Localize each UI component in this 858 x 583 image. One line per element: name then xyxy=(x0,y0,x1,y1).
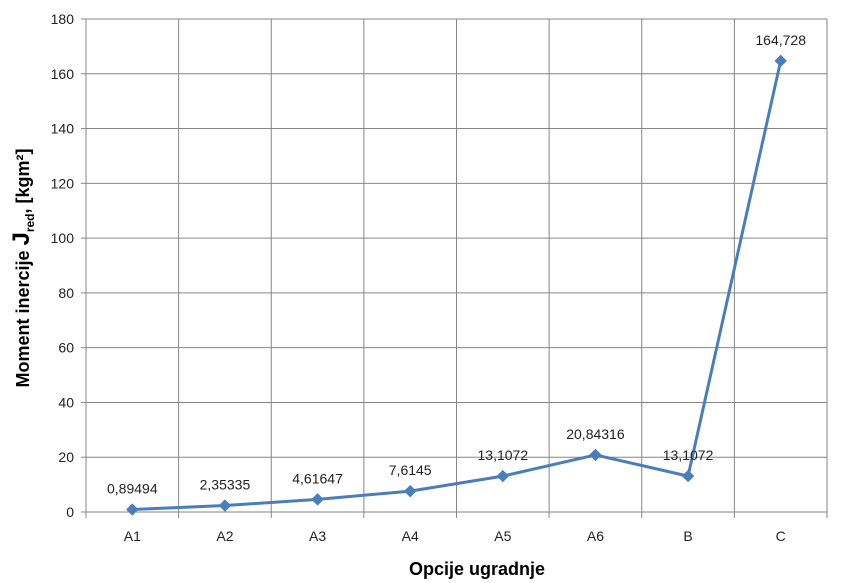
y-axis-title-prefix: Moment inercije xyxy=(13,246,33,388)
x-axis-ticks: A1 A2 A3 A4 A5 A6 B C xyxy=(124,528,786,544)
data-point-marker xyxy=(681,469,695,483)
x-tick-label: A6 xyxy=(587,528,604,544)
series-line xyxy=(132,60,783,512)
y-tick-label: 60 xyxy=(58,340,74,356)
y-tick-label: 140 xyxy=(51,121,75,137)
y-axis-title-symbol: J xyxy=(8,232,35,245)
y-tick-label: 80 xyxy=(58,285,74,301)
x-tick-label: A3 xyxy=(309,528,326,544)
data-point-marker xyxy=(218,499,232,512)
x-tick-label: C xyxy=(776,528,786,544)
y-tick-label: 0 xyxy=(66,504,74,520)
data-point-marker xyxy=(403,484,417,498)
data-point-marker xyxy=(496,469,510,483)
y-tick-label: 20 xyxy=(58,449,74,465)
y-axis-title-suffix: , [kgm²] xyxy=(13,148,33,213)
data-label: 7,6145 xyxy=(389,462,432,478)
y-tick-label: 120 xyxy=(51,175,75,191)
x-tick-label: B xyxy=(683,528,692,544)
data-label: 164,728 xyxy=(755,32,806,48)
grid-lines xyxy=(81,18,828,518)
data-label: 13,1072 xyxy=(478,447,529,463)
x-tick-label: A1 xyxy=(124,528,141,544)
data-labels: 0,89494 2,35335 4,61647 7,6145 13,1072 20,843… xyxy=(107,32,806,497)
x-tick-label: A2 xyxy=(216,528,233,544)
data-label: 2,35335 xyxy=(200,477,251,493)
data-point-marker xyxy=(774,54,787,68)
x-tick-label: A4 xyxy=(402,528,419,544)
data-label: 4,61647 xyxy=(292,470,343,486)
y-tick-label: 180 xyxy=(51,11,75,27)
y-tick-label: 160 xyxy=(51,66,75,82)
data-label: 0,89494 xyxy=(107,481,158,497)
data-point-marker xyxy=(589,448,602,462)
data-point-marker xyxy=(126,503,139,516)
y-tick-label: 40 xyxy=(58,394,74,410)
data-point-marker xyxy=(311,493,324,506)
y-axis-title-subscript: red xyxy=(23,213,37,232)
x-tick-label: A5 xyxy=(494,528,511,544)
x-axis-title: Opcije ugradnje xyxy=(409,559,545,579)
series-line-group xyxy=(126,54,787,516)
y-axis-ticks: 0 20 40 60 80 100 120 140 160 180 xyxy=(51,11,75,520)
y-axis-title: Moment inercije Jred, [kgm²] xyxy=(8,148,37,387)
y-tick-label: 100 xyxy=(51,230,75,246)
data-label: 13,1072 xyxy=(663,447,714,463)
data-label: 20,84316 xyxy=(566,426,625,442)
